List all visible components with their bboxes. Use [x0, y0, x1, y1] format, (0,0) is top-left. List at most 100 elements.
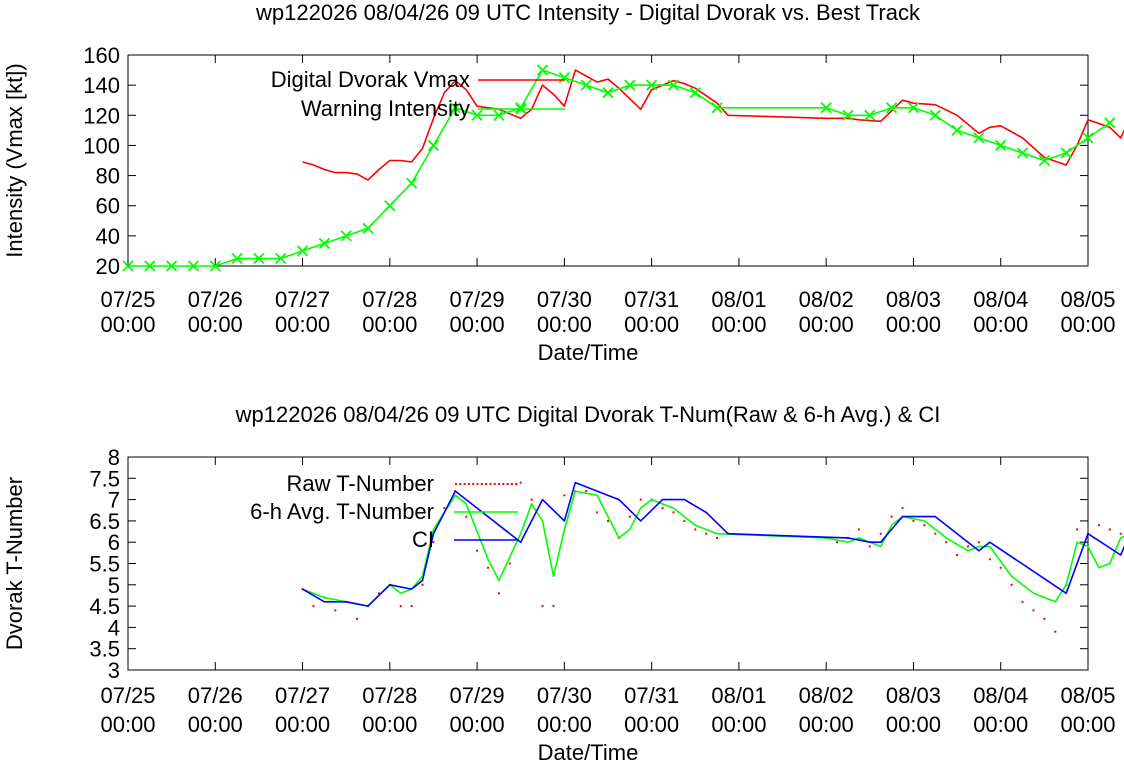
chart1-x-tick-label-time: 00:00	[100, 312, 155, 337]
chart2-x-tick-label-time: 00:00	[362, 712, 417, 737]
chart2-y-tick-label: 7.5	[89, 466, 120, 491]
chart2-raw-tnum-point	[443, 507, 445, 509]
chart1-x-tick-label-time: 00:00	[537, 312, 592, 337]
chart2-y-tick-label: 6	[108, 530, 120, 555]
chart1-y-axis-label: Intensity (Vmax [kt])	[2, 63, 27, 257]
chart1-warning-point-marker	[385, 201, 395, 211]
chart1-warning-point-marker	[996, 140, 1006, 150]
chart1-warning-point-marker	[559, 73, 569, 83]
chart2-raw-tnum-point	[465, 516, 467, 518]
chart1-y-tick-label: 100	[83, 133, 120, 158]
chart1-x-axis-label: Date/Time	[538, 340, 639, 365]
chart2-raw-tnum-point	[476, 550, 478, 552]
chart2-legend-swatch-dot	[511, 483, 513, 485]
chart1-title: wp122026 08/04/26 09 UTC Intensity - Dig…	[255, 0, 921, 25]
chart2-raw-tnum-point	[923, 524, 925, 526]
chart2-raw-tnum-point	[956, 554, 958, 556]
chart2-x-tick-label-time: 00:00	[450, 712, 505, 737]
chart2-legend-label: Raw T-Number	[286, 471, 434, 496]
chart2-raw-tnum-point	[1054, 631, 1056, 633]
chart2-raw-tnum-point	[934, 533, 936, 535]
chart2-raw-tnum-point	[1076, 528, 1078, 530]
chart2-raw-tnum-point	[891, 516, 893, 518]
chart2-x-tick-label-date: 08/01	[711, 683, 766, 708]
chart2-legend-swatch-dot	[489, 483, 491, 485]
chart2-x-tick-label-date: 08/04	[973, 683, 1028, 708]
chart2-raw-tnum-point	[945, 541, 947, 543]
chart1-x-tick-label-date: 07/31	[624, 287, 679, 312]
chart1-warning-point-marker	[974, 133, 984, 143]
chart2-x-axis-label: Date/Time	[538, 740, 639, 765]
chart2-raw-tnum-point	[967, 545, 969, 547]
chart2-raw-tnum-point	[869, 545, 871, 547]
chart2-raw-tnum-point	[880, 533, 882, 535]
chart1-x-tick-label-time: 00:00	[711, 312, 766, 337]
chart2-x-tick-label-date: 07/29	[450, 683, 505, 708]
chart1-x-tick-label-time: 00:00	[973, 312, 1028, 337]
chart2-y-tick-label: 3	[108, 658, 120, 683]
chart2-raw-tnum-point	[1011, 584, 1013, 586]
chart1-y-tick-label: 40	[96, 224, 120, 249]
chart1-warning-point-marker	[538, 65, 548, 75]
chart2-raw-tnum-point	[1043, 618, 1045, 620]
chart2-x-tick-label-time: 00:00	[188, 712, 243, 737]
chart2-raw-tnum-point	[531, 499, 533, 501]
chart2-raw-tnum-point	[640, 499, 642, 501]
chart2-raw-tnum-point	[411, 605, 413, 607]
chart2-legend-swatch-dot	[515, 483, 517, 485]
chart2-raw-tnum-point	[542, 605, 544, 607]
chart2-raw-tnum-point	[705, 533, 707, 535]
chart2-raw-tnum-point	[422, 584, 424, 586]
chart2-x-tick-label-time: 00:00	[537, 712, 592, 737]
chart1-x-tick-label-time: 00:00	[188, 312, 243, 337]
chart1-warning-point-marker	[952, 125, 962, 135]
chart2-raw-tnum-point	[672, 511, 674, 513]
chart1-legend-label: Warning Intensity	[301, 96, 470, 121]
chart2-raw-tnum-point	[1032, 609, 1034, 611]
chart2-y-tick-label: 8	[108, 445, 120, 470]
chart2-raw-tnum-point	[629, 516, 631, 518]
chart2-legend-swatch-dot	[502, 483, 504, 485]
chart2-legend-swatch-dot	[464, 483, 466, 485]
chart1-x-tick-label-date: 08/03	[886, 287, 941, 312]
chart2-raw-tnum-point	[1000, 567, 1002, 569]
chart1-warning-point-marker	[319, 238, 329, 248]
chart1-x-tick-label-time: 00:00	[362, 312, 417, 337]
chart2-raw-tnum-point	[716, 537, 718, 539]
chart2-legend-swatch-dot	[455, 483, 457, 485]
chart1-warning-point-marker	[298, 246, 308, 256]
chart1-x-tick-label-date: 08/02	[799, 287, 854, 312]
chart1-x-tick-label-date: 07/26	[188, 287, 243, 312]
chart1-y-tick-label: 120	[83, 103, 120, 128]
chart2-legend-swatch-dot	[494, 483, 496, 485]
chart2-raw-tnum-point	[694, 528, 696, 530]
chart1-x-tick-label-time: 00:00	[275, 312, 330, 337]
chart1-warning-point-marker	[930, 110, 940, 120]
chart2-x-tick-label-time: 00:00	[1060, 712, 1115, 737]
chart2-x-tick-label-time: 00:00	[711, 712, 766, 737]
chart2-raw-tnum-point	[498, 592, 500, 594]
chart1-warning-point-marker	[1061, 148, 1071, 158]
chart2-y-tick-label: 4.5	[89, 594, 120, 619]
chart1-warning-point-marker	[341, 231, 351, 241]
chart2-legend-label: 6-h Avg. T-Number	[250, 499, 434, 524]
chart1-warning-point-marker	[1105, 118, 1115, 128]
chart2-raw-tnum-point	[1120, 533, 1122, 535]
chart2-raw-tnum-point	[1022, 601, 1024, 603]
chart1-y-tick-label: 60	[96, 194, 120, 219]
chart2-x-tick-label-date: 07/26	[188, 683, 243, 708]
chart2-raw-tnum-point	[683, 520, 685, 522]
chart2-raw-tnum-point	[563, 494, 565, 496]
chart1-y-tick-label: 140	[83, 73, 120, 98]
chart2-raw-tnum-point	[509, 563, 511, 565]
chart2-raw-tnum-point	[334, 609, 336, 611]
chart2-legend-swatch-dot	[507, 483, 509, 485]
chart2-legend-swatch-dot	[485, 483, 487, 485]
chart2-raw-tnum-point	[552, 605, 554, 607]
chart1-x-tick-label-time: 00:00	[624, 312, 679, 337]
chart2-legend-swatch-dot	[498, 483, 500, 485]
chart2-raw-tnum-point	[487, 567, 489, 569]
chart1-x-tick-label-date: 07/28	[362, 287, 417, 312]
